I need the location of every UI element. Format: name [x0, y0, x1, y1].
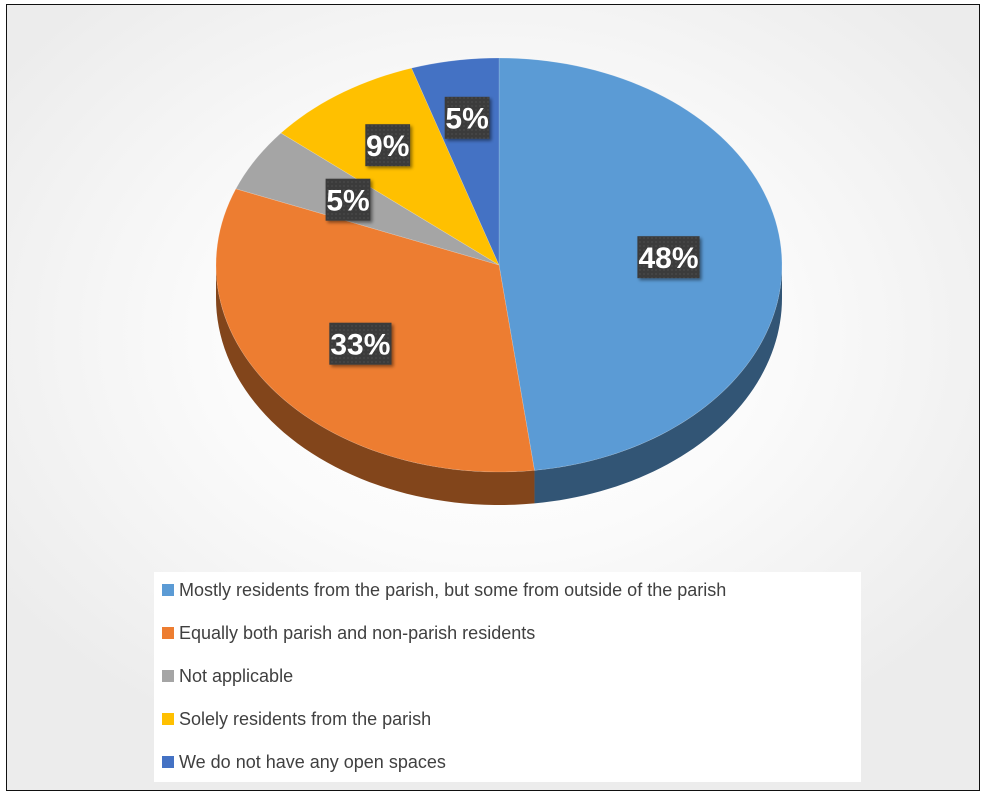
data-label-mostly-residents-from-the-parish-but-some-from-outside-of-the-parish: 48%: [637, 236, 700, 279]
data-label-box: [365, 124, 411, 167]
legend-swatch: [162, 584, 174, 596]
pie-chart: 48% 33% 5% 9% 5%: [215, 57, 783, 505]
data-label-box: [325, 178, 371, 221]
legend-label: Equally both parish and non-parish resid…: [179, 622, 536, 643]
chart-frame: 48% 33% 5% 9% 5% Mostly residents from the p…: [6, 4, 980, 791]
data-label-box: [329, 322, 392, 365]
legend-swatch: [162, 756, 174, 768]
data-label-text: 9%: [366, 130, 409, 163]
pie-slice-solely-residents-from-the-parish: [280, 67, 500, 266]
legend-swatch: [162, 627, 174, 639]
legend-swatch: [162, 713, 174, 725]
data-label-box: [637, 236, 700, 279]
pie-side-equally-both-parish-and-non-parish-residents: [216, 265, 535, 505]
legend-item-equally-both-parish-and-non-parish-residents: Equally both parish and non-parish resid…: [162, 623, 535, 643]
legend-swatch: [162, 670, 174, 682]
data-label-box: [444, 96, 490, 139]
legend-label: Not applicable: [179, 665, 294, 686]
data-label-text: 5%: [445, 103, 488, 136]
data-label-not-applicable: 5%: [325, 178, 371, 221]
legend: Mostly residents from the parish, but so…: [154, 572, 861, 782]
pie-labels: 48% 33% 5% 9% 5%: [325, 96, 700, 365]
legend-label: Solely residents from the parish: [179, 708, 432, 729]
legend-label: Mostly residents from the parish, but so…: [179, 579, 727, 600]
legend-item-solely-residents-from-the-parish: Solely residents from the parish: [162, 709, 431, 729]
legend-item-not-applicable: Not applicable: [162, 666, 293, 686]
data-label-text: 5%: [326, 185, 369, 218]
legend-item-we-do-not-have-any-open-spaces: We do not have any open spaces: [162, 752, 446, 772]
data-label-solely-residents-from-the-parish: 9%: [365, 124, 411, 167]
legend-item-mostly-residents-from-the-parish-but-some-from-outside-of-the-parish: Mostly residents from the parish, but so…: [162, 580, 726, 600]
data-label-text: 48%: [638, 242, 698, 275]
data-label-text: 33%: [330, 329, 390, 362]
pie-side-mostly-residents-from-the-parish-but-some-from-outside-of-the-parish: [534, 265, 782, 504]
pie-sides: [216, 265, 782, 505]
data-label-we-do-not-have-any-open-spaces: 5%: [444, 96, 490, 139]
data-label-equally-both-parish-and-non-parish-residents: 33%: [329, 322, 392, 365]
legend-label: We do not have any open spaces: [179, 751, 446, 772]
